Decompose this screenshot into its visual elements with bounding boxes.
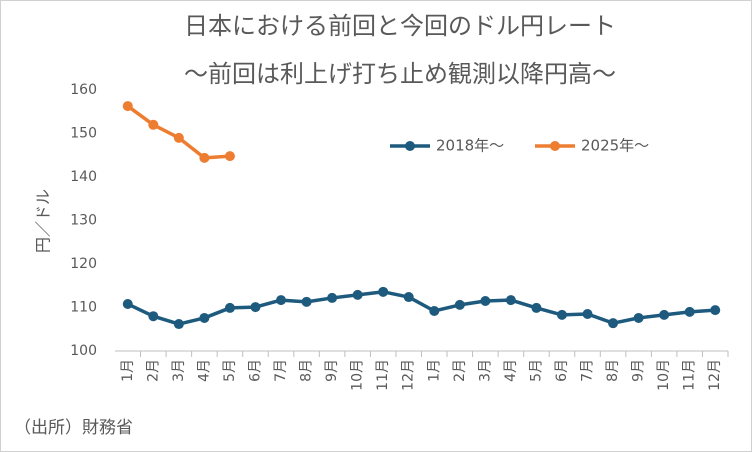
x-tick-label: 8月 xyxy=(299,359,315,382)
point xyxy=(199,152,210,163)
source-note: （出所）財務省 xyxy=(14,418,133,438)
x-tick-label: 8月 xyxy=(605,359,621,382)
point xyxy=(276,295,287,306)
x-tick-label: 3月 xyxy=(477,359,493,382)
point xyxy=(403,292,414,303)
x-tick-label: 11月 xyxy=(682,359,698,391)
x-tick-label: 3月 xyxy=(171,359,187,382)
y-tick-label: 150 xyxy=(70,126,97,142)
x-tick-label: 12月 xyxy=(707,359,723,391)
x-tick-label: 7月 xyxy=(580,359,596,382)
y-tick-label: 110 xyxy=(70,300,97,316)
point xyxy=(531,302,542,313)
point xyxy=(480,295,491,306)
point xyxy=(199,312,210,323)
point xyxy=(454,299,465,310)
x-tick-label: 5月 xyxy=(528,359,544,382)
x-tick-label: 7月 xyxy=(273,359,289,382)
x-tick-label: 5月 xyxy=(222,359,238,382)
x-tick-label: 1月 xyxy=(120,359,136,382)
x-tick-label: 6月 xyxy=(247,359,263,382)
legend-label: 2018年〜 xyxy=(436,137,504,155)
point xyxy=(122,101,133,112)
x-tick-label: 2月 xyxy=(145,359,161,382)
legend-label: 2025年〜 xyxy=(581,137,649,155)
point xyxy=(608,318,619,329)
point xyxy=(684,306,695,317)
point xyxy=(556,309,567,320)
point xyxy=(301,296,312,307)
point xyxy=(250,302,261,313)
y-tick-label: 120 xyxy=(70,256,97,272)
point xyxy=(429,305,440,316)
y-axis-label: 円／ドル xyxy=(34,189,53,253)
point xyxy=(173,319,184,330)
y-tick-label: 160 xyxy=(70,82,97,98)
point xyxy=(224,302,235,313)
point xyxy=(633,312,644,323)
x-tick-label: 9月 xyxy=(324,359,340,382)
point xyxy=(710,305,721,316)
chart-subtitle: 〜前回は利上げ打ち止め観測以降円高〜 xyxy=(184,60,616,88)
point xyxy=(148,311,159,322)
x-tick-label: 10月 xyxy=(656,359,672,391)
point xyxy=(378,286,389,297)
point xyxy=(122,299,133,310)
x-tick-label: 12月 xyxy=(401,359,417,391)
point xyxy=(505,295,516,306)
x-tick-label: 10月 xyxy=(350,359,366,391)
point xyxy=(352,289,363,300)
y-tick-label: 140 xyxy=(70,169,97,185)
legend-marker xyxy=(550,141,560,151)
y-tick-label: 130 xyxy=(70,213,97,229)
point xyxy=(148,119,159,130)
x-tick-label: 1月 xyxy=(426,359,442,382)
point xyxy=(173,132,184,143)
chart-title: 日本における前回と今回のドル円レート xyxy=(184,12,616,40)
x-tick-label: 4月 xyxy=(196,359,212,382)
point xyxy=(224,151,235,162)
x-tick-label: 11月 xyxy=(375,359,391,391)
y-tick-label: 100 xyxy=(70,343,97,359)
legend-marker xyxy=(405,141,415,151)
x-tick-label: 2月 xyxy=(452,359,468,382)
x-tick-label: 6月 xyxy=(554,359,570,382)
x-tick-label: 9月 xyxy=(631,359,647,382)
x-tick-label: 4月 xyxy=(503,359,519,382)
point xyxy=(659,309,670,320)
point xyxy=(327,292,338,303)
point xyxy=(582,309,593,320)
